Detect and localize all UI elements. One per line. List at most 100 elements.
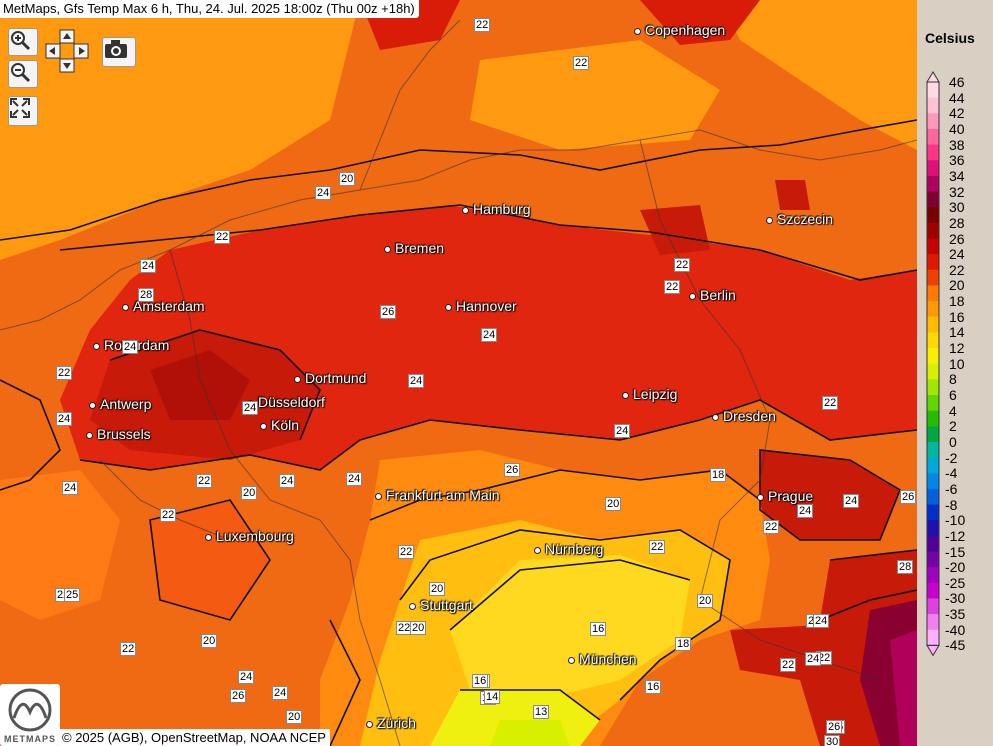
city-brussels: Brussels [86, 426, 151, 442]
legend-level-label: 24 [949, 246, 965, 263]
legend-level-label: 40 [949, 120, 965, 137]
legend-swatch [927, 269, 939, 286]
zoom-out-button[interactable] [8, 60, 38, 88]
contour-label: 22 [763, 520, 780, 534]
legend-level-label: -40 [945, 621, 966, 638]
legend-level-label: 42 [949, 105, 965, 122]
city-dresden: Dresden [712, 408, 776, 424]
legend-color-bar [926, 71, 940, 657]
map-credit: © 2025 (AGB), OpenStreetMap, NOAA NCEP [58, 729, 330, 746]
legend-level-label: 44 [949, 89, 965, 106]
city-nurnberg: Nürnberg [534, 541, 603, 557]
legend-panel: Celsius 46 44 42 40 38 36 34 32 30 28 26 24 22 20 18 16… [917, 0, 993, 746]
city-zurich: Zürich [366, 715, 416, 731]
legend-level-label: 46 [949, 74, 965, 90]
legend-level-label: -30 [945, 590, 966, 607]
contour-label: 24 [797, 504, 814, 518]
city-berlin: Berlin [689, 287, 736, 303]
legend-level-label: 22 [949, 261, 965, 278]
legend-swatch [927, 316, 939, 333]
legend-level-label: 12 [949, 340, 965, 357]
legend-level-label: -8 [945, 496, 958, 513]
zoom-in-icon [11, 31, 31, 51]
contour-label: 24 [272, 686, 289, 700]
map-area[interactable]: MetMaps, Gfs Temp Max 6 h, Thu, 24. Jul.… [0, 0, 917, 746]
legend-level-label: 18 [949, 293, 965, 310]
contour-label: 22 [474, 18, 491, 32]
contour-label: 20 [286, 710, 303, 724]
contour-label: 14 [484, 690, 501, 704]
contour-label: 22 [649, 540, 666, 554]
contour-label: 20 [241, 486, 258, 500]
legend-swatch [927, 473, 939, 490]
legend-swatch [927, 426, 939, 443]
contour-label: 22 [214, 230, 231, 244]
legend-swatch [927, 614, 939, 631]
legend-frame [926, 81, 940, 646]
city-koln: Köln [260, 417, 299, 433]
legend-level-label: 0 [949, 433, 957, 450]
contour-label: 24 [346, 472, 363, 486]
city-luxembourg: Luxembourg [205, 528, 294, 544]
legend-swatch [927, 97, 939, 114]
fullscreen-button[interactable] [8, 96, 38, 126]
pan-control[interactable] [45, 29, 89, 73]
map-title: MetMaps, Gfs Temp Max 6 h, Thu, 24. Jul.… [0, 0, 419, 18]
contour-label: 26 [504, 463, 521, 477]
legend-level-label: -10 [945, 512, 966, 529]
contour-label: 22 [822, 396, 839, 410]
legend-bottom-arrow [926, 644, 940, 657]
legend-swatch [927, 144, 939, 161]
legend-level-label: -35 [945, 606, 966, 623]
contour-label: 24 [481, 328, 498, 342]
legend-swatch [927, 488, 939, 506]
legend-swatch [927, 457, 939, 474]
zoom-in-button[interactable] [8, 28, 38, 56]
legend-swatch [927, 520, 939, 537]
legend-swatch [927, 254, 939, 271]
legend-level-label: 6 [949, 387, 957, 403]
legend-level-label: -15 [945, 543, 966, 560]
city-hannover: Hannover [445, 298, 517, 314]
contour-label: 30 [824, 735, 841, 746]
contour-label: 20 [339, 172, 356, 186]
legend-swatch [927, 222, 939, 239]
legend-swatch [927, 379, 939, 396]
contour-label: 20 [605, 497, 622, 511]
legend-level-label: 8 [949, 371, 957, 388]
pan-arrows-icon [45, 29, 89, 73]
legend-swatch [927, 348, 939, 365]
legend-swatch [927, 504, 939, 521]
contour-label: 24 [805, 652, 822, 666]
contour-label: 22 [56, 366, 73, 380]
contour-label: 28 [897, 560, 914, 574]
legend-swatch [927, 128, 939, 146]
legend-level-label: -6 [945, 480, 958, 497]
legend-swatch [927, 82, 939, 99]
city-bremen: Bremen [384, 240, 444, 256]
city-prague: Prague [757, 488, 813, 504]
contour-label: 22 [674, 258, 691, 272]
contour-label: 24 [614, 424, 631, 438]
contour-label: 22 [196, 474, 213, 488]
contour-label: 22 [664, 280, 681, 294]
zoom-out-icon [11, 63, 31, 83]
legend-swatch [927, 301, 939, 318]
legend-level-label: 38 [949, 136, 965, 153]
contour-label: 13 [533, 705, 550, 719]
legend-level-label: 36 [949, 152, 965, 169]
legend-swatch [927, 160, 939, 177]
contour-label: 22 [398, 545, 415, 559]
city-amsterdam: Amsterdam [122, 298, 205, 314]
contour-label: 24 [408, 374, 425, 388]
legend-swatch [927, 441, 939, 459]
city-dusseldorf: Düsseldorf [247, 394, 325, 410]
contour-label: 28 [138, 288, 155, 302]
city-copenhagen: Copenhagen [634, 22, 725, 38]
legend-level-label: 20 [949, 277, 965, 294]
contour-label: 25 [64, 588, 81, 602]
contour-label: 18 [710, 468, 727, 482]
camera-button[interactable] [102, 37, 136, 67]
legend-top-arrow [926, 71, 940, 83]
city-stuttgart: Stuttgart [409, 597, 473, 613]
